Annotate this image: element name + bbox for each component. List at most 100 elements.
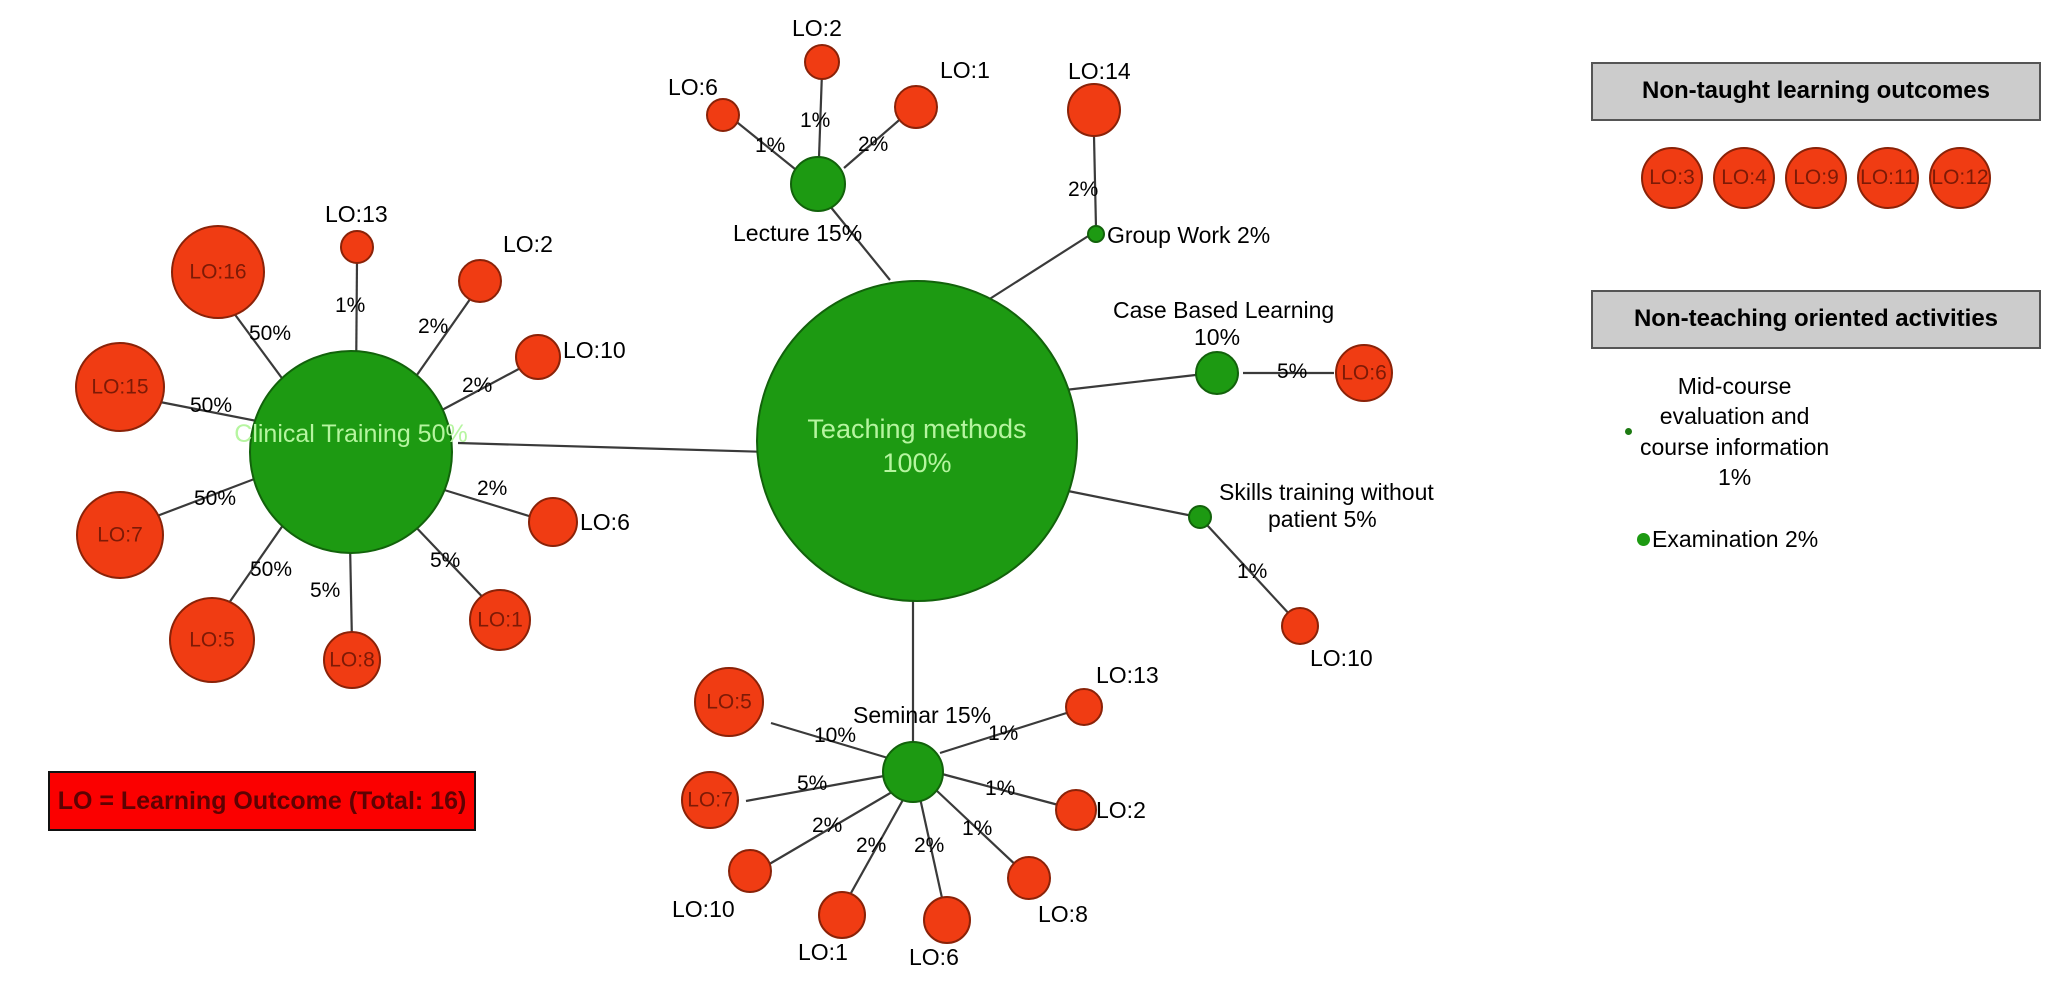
node-skills-lo10[interactable] [1281, 607, 1319, 645]
pct-clinical-lo2: 2% [418, 315, 448, 338]
node-lo1[interactable]: LO:1 [469, 589, 531, 651]
pct-seminar-lo2: 1% [985, 777, 1015, 800]
legend-lo-item[interactable]: LO:11 [1857, 147, 1919, 209]
root-label-line1: Teaching methods [807, 414, 1026, 444]
edge-root-skills [1062, 488, 1199, 519]
edge-seminar-lo13 [939, 708, 1077, 755]
group-work-cluster: LO:14 Group Work 2% 2% [1067, 58, 1270, 248]
node-lo15-label: LO:15 [91, 376, 148, 399]
node-seminar-lo10[interactable] [728, 849, 772, 893]
node-seminar-lo13[interactable] [1065, 688, 1103, 726]
green-dot-icon [1637, 533, 1650, 547]
legend-lo-item[interactable]: LO:4 [1713, 147, 1775, 209]
node-lo7[interactable]: LO:7 [76, 491, 164, 579]
node-lo2[interactable] [458, 259, 502, 303]
node-lecture-lo2[interactable] [804, 44, 840, 80]
case-based-learning-cluster: LO:6 Case Based Learning 10% 5% [1113, 297, 1393, 402]
node-seminar-lo7[interactable]: LO:7 [681, 771, 739, 829]
node-lo5-label: LO:5 [189, 629, 235, 652]
node-lecture-lo1-label: LO:1 [940, 57, 990, 83]
pct-clinical-lo13: 1% [335, 294, 365, 317]
node-seminar-lo1[interactable] [818, 891, 866, 939]
pct-clinical-lo5: 50% [250, 558, 292, 581]
lo-key-text: LO = Learning Outcome (Total: 16) [57, 786, 467, 815]
pct-skills-lo10: 1% [1237, 560, 1267, 583]
pct-lecture-lo2: 1% [800, 109, 830, 132]
node-case-lo6[interactable]: LO:6 [1335, 344, 1393, 402]
edge-seminar-lo2 [941, 772, 1067, 809]
edge-groupwork-lo14 [1092, 135, 1098, 229]
green-dot-icon [1625, 428, 1632, 436]
edge-seminar-lo7 [745, 774, 885, 803]
node-lo8[interactable]: LO:8 [323, 631, 381, 689]
legend-non-taught-panel: Non-taught learning outcomes LO:3 LO:4 L… [1591, 62, 2041, 209]
node-seminar-lo5[interactable]: LO:5 [694, 667, 764, 737]
pct-case-lo6: 5% [1277, 360, 1307, 383]
node-teaching-methods[interactable]: Teaching methods 100% [756, 280, 1078, 602]
node-clinical-training[interactable]: Clinical Training 50% [234, 350, 468, 554]
pct-groupwork-lo14: 2% [1068, 178, 1098, 201]
node-lo7-label: LO:7 [97, 524, 143, 547]
node-seminar-lo13-label: LO:13 [1096, 662, 1159, 688]
pct-lecture-lo1: 2% [858, 133, 888, 156]
node-lo1-label: LO:1 [477, 609, 523, 632]
node-skills-training[interactable] [1188, 505, 1212, 529]
node-lo5[interactable]: LO:5 [169, 597, 255, 683]
lecture-cluster: LO:6 LO:2 LO:1 Lecture 15% 1% 1% 2% [668, 15, 990, 246]
node-lo16-label: LO:16 [189, 261, 246, 284]
node-skills-lo10-label: LO:10 [1310, 645, 1373, 671]
clinical-training-cluster: LO:16 LO:15 LO:7 LO:5 LO:13 LO:2 [75, 201, 630, 689]
node-lo6-label: LO:6 [580, 509, 630, 535]
pct-seminar-lo6: 2% [914, 834, 944, 857]
edge-clinical-lo6 [440, 487, 543, 522]
node-seminar-lo8[interactable] [1007, 856, 1051, 900]
node-lo13[interactable] [340, 230, 374, 264]
legend-lo-item[interactable]: LO:3 [1641, 147, 1703, 209]
node-lecture-lo6-label: LO:6 [668, 74, 718, 100]
node-lecture-lo1[interactable] [894, 85, 938, 129]
node-seminar-lo6[interactable] [923, 896, 971, 944]
node-seminar[interactable] [882, 741, 944, 803]
legend-lo-item[interactable]: LO:12 [1929, 147, 1991, 209]
edge-seminar-lo5 [770, 721, 889, 760]
edge-clinical-lo2 [411, 294, 474, 383]
activity-examination[interactable]: Examination 2% [1591, 526, 2041, 553]
node-groupwork-lo14[interactable] [1067, 83, 1121, 137]
node-groupwork-lo14-label: LO:14 [1068, 58, 1131, 84]
node-seminar-lo5-label: LO:5 [706, 691, 752, 714]
node-lo10[interactable] [515, 334, 561, 380]
edge-root-case [1064, 371, 1214, 392]
legend-non-taught-list: LO:3 LO:4 LO:9 LO:11 LO:12 [1591, 147, 2041, 209]
node-lecture-lo6[interactable] [706, 98, 740, 132]
root-edges [457, 199, 1214, 745]
node-seminar-lo10-label: LO:10 [672, 896, 735, 922]
case-based-title-line2: 10% [1194, 324, 1240, 350]
activity-midcourse-line1: Mid-course [1677, 373, 1792, 399]
node-group-work[interactable] [1087, 225, 1105, 243]
pct-clinical-lo6: 2% [477, 477, 507, 500]
legend-lo-item[interactable]: LO:9 [1785, 147, 1847, 209]
node-seminar-lo2-label: LO:2 [1096, 797, 1146, 823]
pct-seminar-lo13: 1% [988, 722, 1018, 745]
pct-clinical-lo15: 50% [190, 394, 232, 417]
case-based-title-line1: Case Based Learning [1113, 297, 1334, 323]
node-case-based-learning[interactable] [1195, 351, 1239, 395]
node-lo15[interactable]: LO:15 [75, 342, 165, 432]
node-lecture[interactable] [790, 156, 846, 212]
node-seminar-lo2[interactable] [1055, 789, 1097, 831]
activity-midcourse[interactable]: Mid-course evaluation and course informa… [1591, 371, 2041, 492]
node-case-lo6-label: LO:6 [1341, 362, 1387, 385]
activity-midcourse-line2: evaluation and [1659, 403, 1810, 430]
edge-clinical-lo7 [156, 476, 258, 518]
edge-clinical-lo15 [159, 400, 258, 423]
edge-seminar-lo6 [918, 797, 944, 899]
pct-seminar-lo8: 1% [962, 817, 992, 840]
edge-seminar-lo10 [765, 791, 893, 867]
node-lo16[interactable]: LO:16 [171, 225, 265, 319]
node-seminar-lo6-label: LO:6 [909, 944, 959, 970]
node-lo13-label: LO:13 [325, 201, 388, 227]
node-lo6[interactable] [528, 497, 578, 547]
node-seminar-lo1-label: LO:1 [798, 939, 848, 965]
edge-lecture-lo6 [732, 118, 796, 170]
